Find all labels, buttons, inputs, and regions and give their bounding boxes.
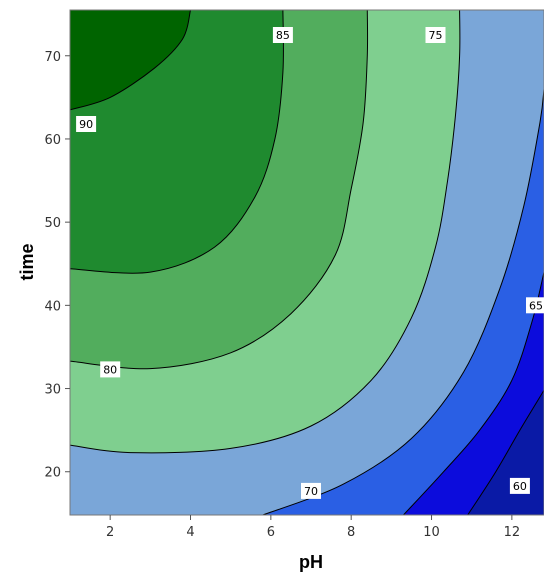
contour-label-box [301,482,321,499]
contour-label-text: 85 [276,29,290,42]
y-tick-label: 40 [44,299,61,314]
y-tick-label: 20 [44,466,61,481]
contour-line-90 [70,10,191,111]
y-tick-label: 60 [44,133,61,148]
y-tick-label: 30 [44,383,61,398]
contour-label-70: 70 [301,482,321,499]
y-tick-label: 50 [44,216,61,231]
contour-label-box [509,477,530,494]
plot-area [70,10,544,515]
contour-line-70 [262,88,544,515]
x-axis-title: pH [299,552,323,572]
contour-label-text: 80 [103,363,117,376]
contour-line-80 [70,10,369,370]
contour-label-text: 90 [79,118,93,131]
plot-frame [69,9,544,516]
y-axis-title: time [17,243,37,280]
contour-label-text: 70 [304,485,318,498]
x-tick-label: 12 [504,525,521,540]
x-tick-label: 8 [347,525,355,540]
contour-label-80: 80 [100,361,121,378]
contour-label-box [76,116,97,132]
contour-region-75 [70,10,544,515]
x-tick-label: 10 [423,525,440,540]
contour-label-90: 90 [76,116,97,132]
contour-line-60 [467,389,544,515]
contour-labels: 60 65 70 75 80 85 90 [76,27,544,499]
y-tick-label: 70 [44,50,61,65]
contour-label-box [272,27,293,43]
contour-label-box [100,361,121,378]
contour-label-85: 85 [272,27,293,43]
contour-label-text: 60 [513,480,527,493]
contour-line-85 [70,10,284,274]
contour-label-box [526,297,544,314]
contour-label-60: 60 [509,477,530,494]
contour-label-75: 75 [425,27,446,43]
x-tick-label: 2 [106,525,114,540]
contour-label-box [425,27,446,43]
contour-label-65: 65 [526,297,544,314]
x-tick-label: 6 [267,525,275,540]
contour-line-75 [70,10,461,454]
axes: 2 4 6 8 10 12 20 30 40 50 60 70 [44,50,520,540]
contour-line-65 [403,271,544,515]
contour-label-text: 75 [429,29,443,42]
x-tick-label: 4 [186,525,194,540]
contour-label-text: 65 [529,299,543,312]
contour-region-70 [262,89,544,515]
